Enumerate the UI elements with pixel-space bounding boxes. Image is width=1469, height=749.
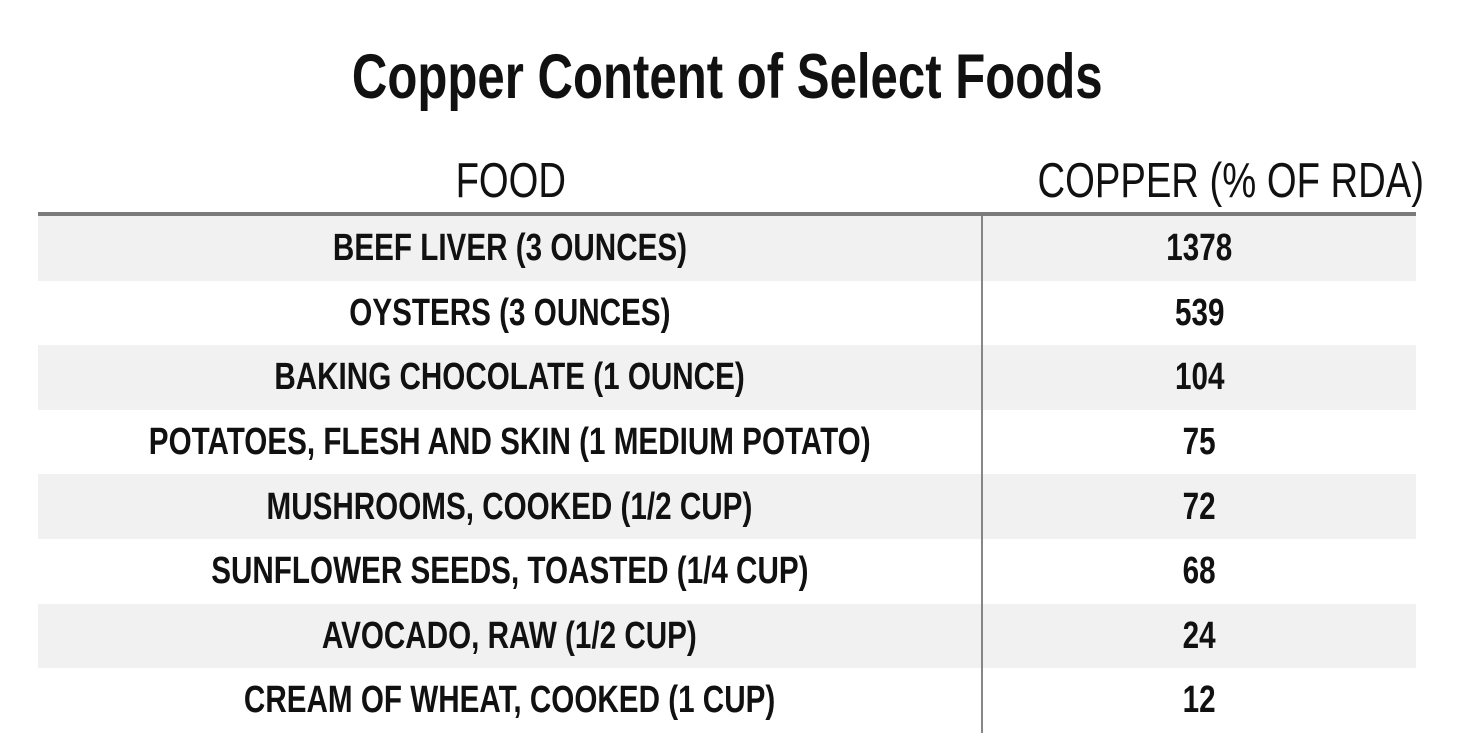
food-cell: OYSTERS (3 OUNCES) [38,280,983,346]
table-row: OYSTERS (3 OUNCES) 539 [38,280,1416,346]
copper-cell: 75 [1183,421,1216,464]
table-header-row: FOOD COPPER (% OF RDA) [38,150,1424,216]
copper-cell: 12 [1183,679,1216,722]
food-cell: CREAM OF WHEAT, COOKED (1 CUP) [38,668,983,733]
food-cell: POTATOES, FLESH AND SKIN (1 MEDIUM POTAT… [38,409,983,475]
copper-cell: 1378 [1166,227,1233,270]
copper-cell: 24 [1183,614,1216,657]
food-cell: MUSHROOMS, COOKED (1/2 CUP) [38,474,983,539]
food-cell: AVOCADO, RAW (1/2 CUP) [38,603,983,669]
copper-content-table: FOOD COPPER (% OF RDA) BEEF LIVER (3 OUN… [38,150,1424,733]
table-body: BEEF LIVER (3 OUNCES) 1378 OYSTERS (3 OU… [38,216,1416,733]
copper-cell: 68 [1183,550,1216,593]
table-row: SUNFLOWER SEEDS, TOASTED (1/4 CUP) 68 [38,538,1416,604]
food-cell: BAKING CHOCOLATE (1 OUNCE) [38,345,983,410]
table-row: POTATOES, FLESH AND SKIN (1 MEDIUM POTAT… [38,409,1416,475]
table-row: BEEF LIVER (3 OUNCES) 1378 [38,216,1416,281]
food-cell: SUNFLOWER SEEDS, TOASTED (1/4 CUP) [38,538,983,604]
page-title: Copper Content of Select Foods [38,44,1416,110]
copper-cell: 104 [1174,356,1225,399]
table-row: BAKING CHOCOLATE (1 OUNCE) 104 [38,345,1416,410]
food-cell: BEEF LIVER (3 OUNCES) [38,216,983,281]
page-title-text: Copper Content of Select Foods [351,42,1103,112]
column-header-copper: COPPER (% OF RDA) [1037,153,1424,208]
table-row: CREAM OF WHEAT, COOKED (1 CUP) 12 [38,668,1416,733]
table-row: MUSHROOMS, COOKED (1/2 CUP) 72 [38,474,1416,539]
copper-cell: 72 [1183,485,1216,528]
copper-cell: 539 [1174,291,1225,334]
table-row: AVOCADO, RAW (1/2 CUP) 24 [38,603,1416,669]
column-header-food: FOOD [455,153,566,208]
